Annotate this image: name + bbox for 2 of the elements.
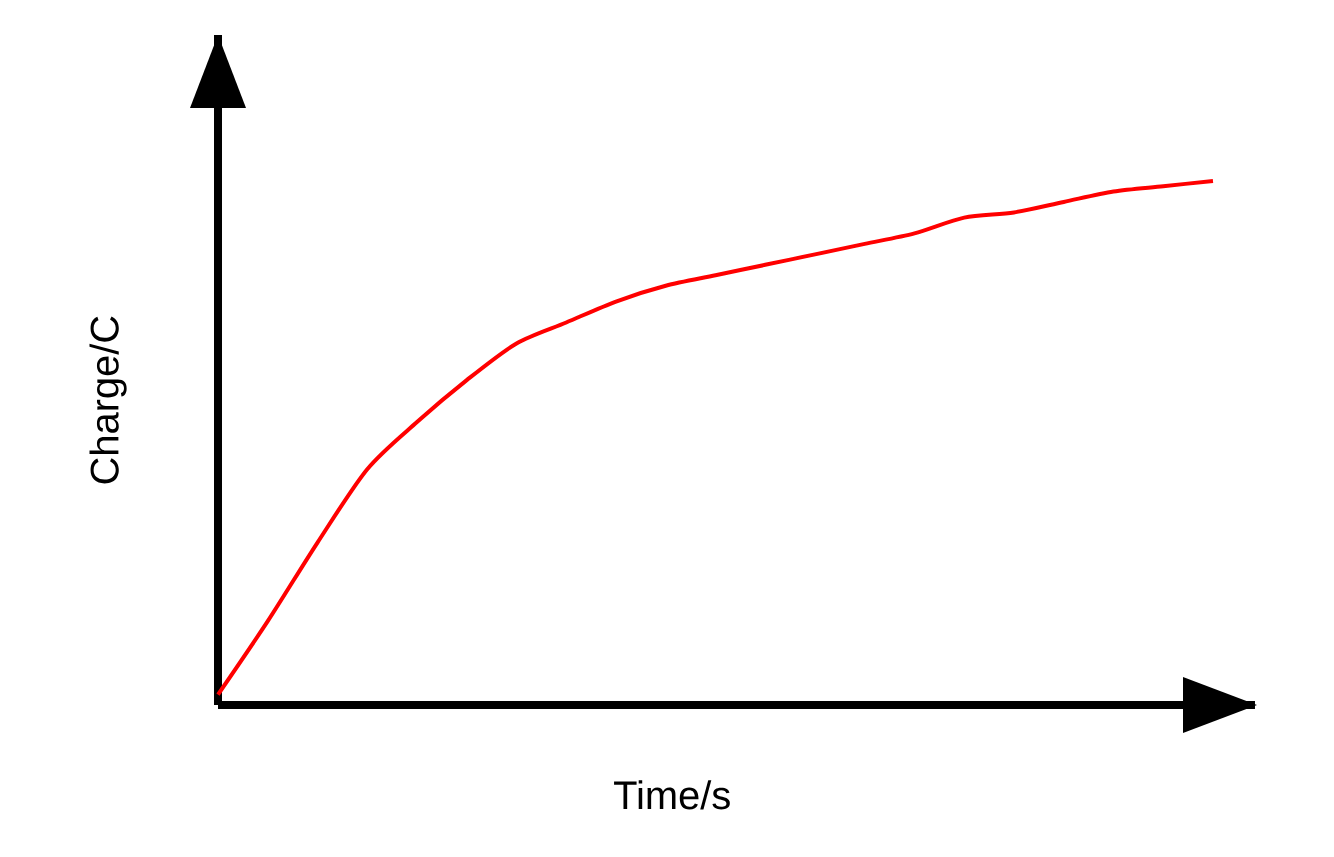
y-axis-title: Charge/C: [89, 316, 127, 484]
x-axis-title: Time/s: [614, 780, 730, 810]
